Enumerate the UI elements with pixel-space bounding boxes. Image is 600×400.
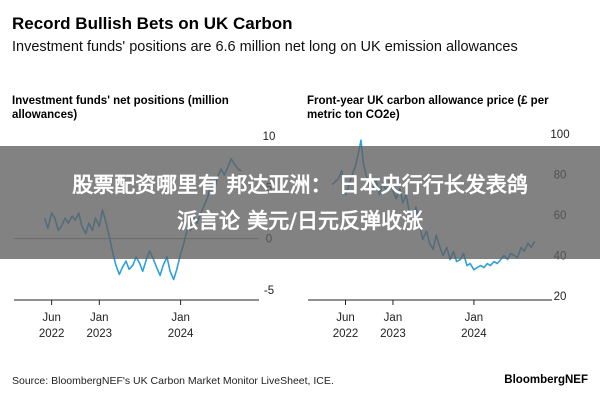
overlay-line-2: 派言论 美元/日元反弹收涨 bbox=[177, 208, 423, 233]
left-panel-title: Investment funds' net positions (million… bbox=[12, 95, 229, 121]
right-x-tick-label-year: 2022 bbox=[333, 328, 359, 340]
right-y-tick-label: 100 bbox=[550, 129, 569, 141]
right-x-tick-label: Jan bbox=[465, 312, 484, 324]
overlay-line-1: 股票配资哪里有 邦达亚洲： 日本央行行长发表鸽 bbox=[72, 172, 528, 197]
left-y-tick-label: 10 bbox=[263, 131, 276, 143]
right-y-tick-label: 20 bbox=[554, 291, 567, 303]
chart-subtitle: Investment funds' positions are 6.6 mill… bbox=[12, 39, 518, 55]
left-x-tick-label-year: 2022 bbox=[39, 328, 65, 340]
headline-overlay: 股票配资哪里有 邦达亚洲： 日本央行行长发表鸽 派言论 美元/日元反弹收涨 bbox=[0, 146, 600, 259]
source-note: Source: BloombergNEF's UK Carbon Market … bbox=[12, 375, 334, 387]
right-chart: 10080604020Jun2022Jan2023Jan2024 bbox=[308, 129, 570, 340]
left-x-tick-label: Jan bbox=[90, 312, 109, 324]
left-x-tick-label: Jun bbox=[42, 312, 61, 324]
right-x-tick-label-year: 2024 bbox=[461, 328, 487, 340]
left-x-tick-label-year: 2023 bbox=[87, 328, 113, 340]
left-y-tick-label: -5 bbox=[264, 285, 274, 297]
right-x-tick-label: Jun bbox=[336, 312, 355, 324]
left-x-tick-label-year: 2024 bbox=[168, 328, 194, 340]
right-x-tick-label-year: 2023 bbox=[380, 328, 406, 340]
right-x-tick-label: Jan bbox=[384, 312, 403, 324]
chart-title: Record Bullish Bets on UK Carbon bbox=[12, 14, 293, 33]
brand-logo: BloombergNEF bbox=[504, 374, 588, 386]
left-x-tick-label: Jan bbox=[171, 312, 190, 324]
right-panel-title: Front-year UK carbon allowance price (£ … bbox=[307, 95, 549, 121]
